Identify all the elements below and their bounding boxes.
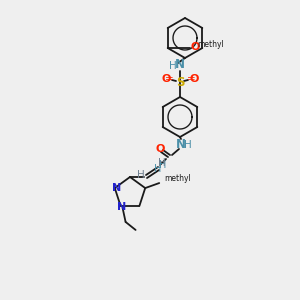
Text: O: O <box>161 74 171 84</box>
Text: O: O <box>191 42 200 52</box>
Text: H: H <box>137 170 145 180</box>
Text: O: O <box>155 144 165 154</box>
Text: H: H <box>159 160 167 170</box>
Text: O: O <box>189 74 199 84</box>
Text: =: = <box>187 74 195 84</box>
Text: H: H <box>169 61 177 71</box>
Text: methyl: methyl <box>198 40 224 49</box>
Text: methyl: methyl <box>164 174 191 183</box>
Text: =: = <box>165 74 173 84</box>
Text: H: H <box>154 164 162 174</box>
Text: H: H <box>158 158 166 168</box>
Text: H: H <box>184 140 192 150</box>
Text: S: S <box>176 76 184 88</box>
Text: N: N <box>175 58 185 71</box>
Text: N: N <box>117 202 126 212</box>
Text: N: N <box>176 137 186 151</box>
Text: N: N <box>112 183 122 193</box>
